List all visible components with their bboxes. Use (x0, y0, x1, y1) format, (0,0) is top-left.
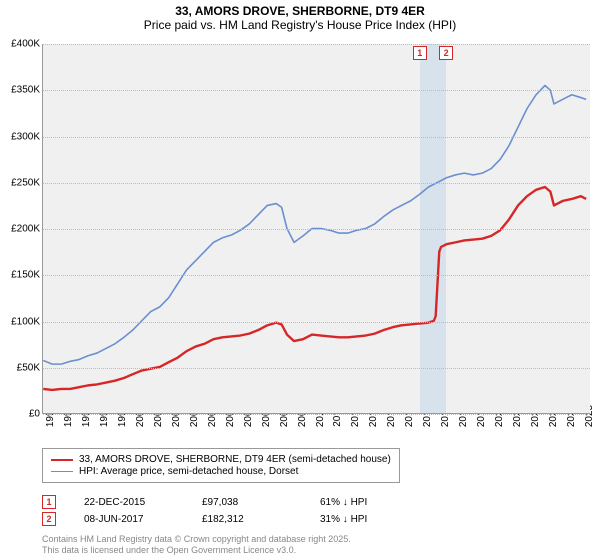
gridline-h (43, 275, 590, 276)
annotation-date-2: 08-JUN-2017 (84, 514, 174, 525)
legend: 33, AMORS DROVE, SHERBORNE, DT9 4ER (sem… (42, 448, 400, 483)
y-tick-label: £300K (11, 131, 40, 142)
annotation-row-2: 2 08-JUN-2017 £182,312 31% ↓ HPI (42, 512, 410, 526)
legend-swatch-price-paid (51, 459, 73, 461)
footer-attribution: Contains HM Land Registry data © Crown c… (42, 534, 351, 556)
legend-swatch-hpi (51, 471, 73, 472)
chart-marker-2: 2 (439, 46, 453, 60)
legend-item-hpi: HPI: Average price, semi-detached house,… (51, 466, 391, 477)
chart-title-block: 33, AMORS DROVE, SHERBORNE, DT9 4ER Pric… (0, 0, 600, 34)
gridline-h (43, 183, 590, 184)
footer-line2: This data is licensed under the Open Gov… (42, 545, 351, 556)
annotation-date-1: 22-DEC-2015 (84, 497, 174, 508)
gridline-h (43, 322, 590, 323)
chart-title-address: 33, AMORS DROVE, SHERBORNE, DT9 4ER (0, 4, 600, 18)
y-tick-label: £150K (11, 270, 40, 281)
annotation-delta-2: 31% ↓ HPI (320, 514, 410, 525)
annotation-delta-1: 61% ↓ HPI (320, 497, 410, 508)
y-tick-label: £50K (17, 362, 40, 373)
gridline-h (43, 44, 590, 45)
y-tick-label: £400K (11, 39, 40, 50)
gridline-h (43, 90, 590, 91)
chart-plot-area: 12 (42, 44, 590, 414)
y-tick-label: £250K (11, 177, 40, 188)
series-line-price_paid (43, 187, 586, 390)
annotation-table: 1 22-DEC-2015 £97,038 61% ↓ HPI 2 08-JUN… (42, 492, 410, 529)
footer-line1: Contains HM Land Registry data © Crown c… (42, 534, 351, 545)
gridline-h (43, 229, 590, 230)
y-tick-label: £350K (11, 85, 40, 96)
annotation-marker-1: 1 (42, 495, 56, 509)
annotation-marker-2: 2 (42, 512, 56, 526)
chart-marker-1: 1 (413, 46, 427, 60)
legend-item-price-paid: 33, AMORS DROVE, SHERBORNE, DT9 4ER (sem… (51, 454, 391, 465)
annotation-row-1: 1 22-DEC-2015 £97,038 61% ↓ HPI (42, 495, 410, 509)
chart-title-subtitle: Price paid vs. HM Land Registry's House … (0, 18, 600, 32)
gridline-h (43, 137, 590, 138)
y-tick-label: £0 (29, 409, 40, 420)
annotation-price-2: £182,312 (202, 514, 292, 525)
annotation-price-1: £97,038 (202, 497, 292, 508)
gridline-h (43, 414, 590, 415)
gridline-h (43, 368, 590, 369)
legend-label-hpi: HPI: Average price, semi-detached house,… (79, 466, 298, 477)
y-tick-label: £100K (11, 316, 40, 327)
y-tick-label: £200K (11, 224, 40, 235)
legend-label-price-paid: 33, AMORS DROVE, SHERBORNE, DT9 4ER (sem… (79, 454, 391, 465)
